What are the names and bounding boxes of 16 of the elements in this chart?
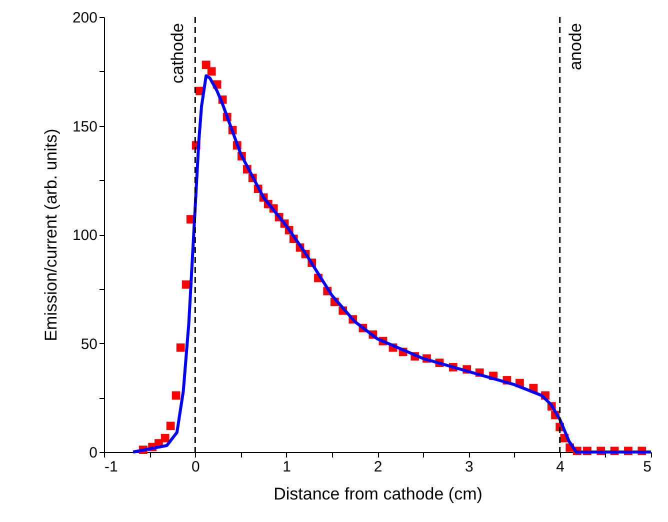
y-tick-label: 100 — [72, 227, 98, 244]
x-tick-label: 2 — [374, 458, 382, 476]
y-tick-label: 0 — [89, 444, 98, 462]
y-tick-label: 50 — [80, 336, 98, 353]
ref-line-label: cathode — [168, 23, 188, 84]
x-tick-label: -1 — [104, 458, 118, 476]
y-tick-label: 150 — [72, 118, 98, 136]
x-tick-label: 4 — [556, 458, 565, 476]
x-axis-title: Distance from cathode (cm) — [274, 484, 482, 504]
x-tick-label: 3 — [464, 458, 474, 476]
x-tick-label: 1 — [282, 458, 292, 476]
y-axis-title: Emission/current (arb. units) — [41, 128, 60, 342]
y-tick-label: 200 — [72, 10, 98, 26]
ref-line-label: anode — [566, 23, 585, 70]
x-tick-label: 5 — [643, 458, 652, 476]
x-tick-label: 0 — [191, 458, 200, 476]
